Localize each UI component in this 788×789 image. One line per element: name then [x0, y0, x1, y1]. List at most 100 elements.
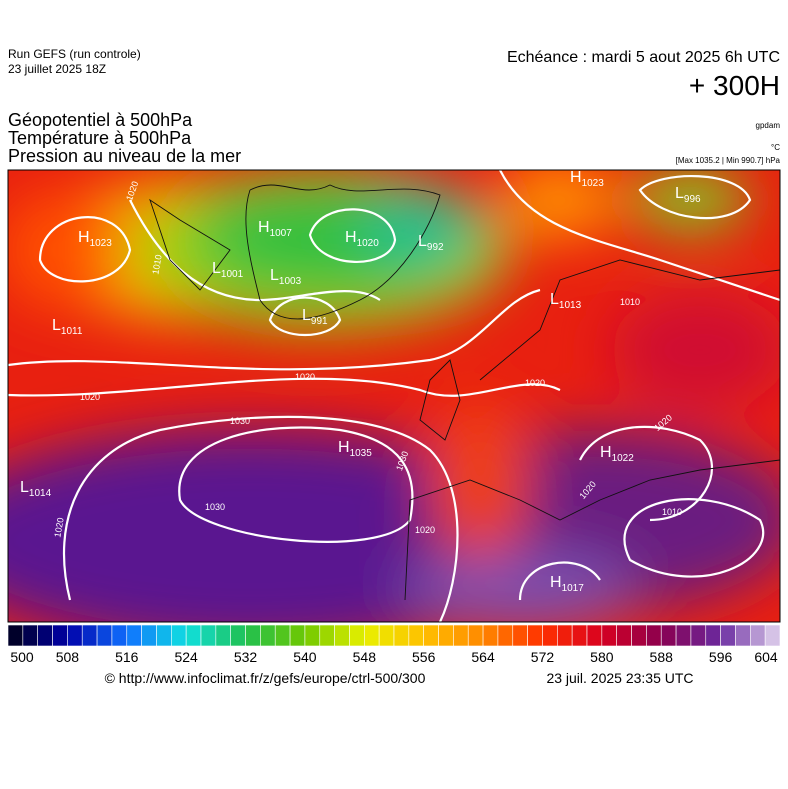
colorbar-tick-label: 508	[56, 649, 80, 665]
colorbar-cell	[675, 624, 692, 647]
pressure-center: H1023	[570, 169, 604, 189]
colorbar-cell	[601, 624, 617, 647]
colorbar-cell	[438, 624, 454, 647]
pressure-center: L996	[675, 185, 701, 205]
center-value: 991	[311, 316, 328, 327]
colorbar-tick-label: 580	[590, 649, 614, 665]
center-kind: H	[338, 439, 350, 456]
pressure-center: L991	[302, 307, 328, 327]
colorbar-cell	[126, 624, 142, 647]
source: © http://www.infoclimat.fr/z/gefs/europe…	[105, 670, 426, 686]
isobar-label: 1010	[620, 297, 640, 307]
colorbar-cell	[200, 624, 217, 647]
colorbar-cell	[319, 624, 335, 647]
center-kind: L	[20, 479, 29, 496]
isobar-label: 1020	[80, 392, 100, 402]
coastlines	[149, 184, 780, 601]
center-kind: L	[212, 260, 221, 277]
colorbar-cell	[230, 624, 246, 647]
colorbar-tick-label: 540	[293, 649, 317, 665]
center-value: 1007	[270, 228, 293, 239]
center-value: 1023	[90, 238, 113, 249]
colorbar-tick-label: 572	[531, 649, 555, 665]
run: Run GEFS (run controle)	[8, 47, 141, 61]
colorbar-cell	[423, 624, 439, 647]
colorbar-cell	[616, 624, 632, 647]
colorbar-cell	[141, 624, 157, 647]
pressure-center: L992	[418, 233, 444, 253]
center-kind: H	[345, 229, 357, 246]
center-value: 1023	[582, 178, 605, 189]
unit-list: gpdam °C [Max 1035.2 | Min 990.7] hPa	[676, 121, 781, 165]
colorbar-cell	[542, 624, 558, 647]
isobar-label: 1010	[662, 507, 682, 517]
colorbar-cell	[22, 624, 38, 647]
colorbar-tick-label: 564	[471, 649, 495, 665]
field-name: Température à 500hPa	[8, 128, 192, 148]
colorbar-cell	[274, 624, 291, 647]
colorbar-tick-label: 532	[234, 649, 258, 665]
colorbar-cell	[334, 624, 350, 647]
colorbar-cell	[735, 624, 751, 647]
colorbar-cell	[690, 624, 707, 647]
map-frame	[7, 169, 781, 623]
pressure-center: H1017	[550, 574, 584, 594]
colorbar-cell	[764, 624, 781, 647]
colorbar-cell	[37, 624, 53, 647]
center-kind: H	[550, 574, 562, 591]
center-value: 1014	[29, 488, 52, 499]
colorbar-cell	[586, 624, 603, 647]
pressure-center: H1020	[345, 229, 379, 249]
colorbar-cell	[171, 624, 187, 647]
pressure-center: H1023	[78, 229, 112, 249]
isobars	[8, 170, 780, 622]
isobar-label: 1020	[295, 372, 315, 382]
isobar-label: 1030	[205, 502, 225, 512]
pressure-center: H1007	[258, 219, 292, 239]
colorbar-cell	[81, 624, 98, 647]
isobar-label: 1020	[525, 378, 545, 388]
made-time: 23 juil. 2025 23:35 UTC	[546, 670, 693, 686]
colorbar-cell	[378, 624, 395, 647]
colorbar-cell	[52, 624, 68, 647]
colorbar-cell	[349, 624, 365, 647]
colorbar: 500 508 516 524 532 540 548 556 564 572 580 588 596 6…	[7, 624, 781, 665]
colorbar-cell	[557, 624, 573, 647]
center-kind: L	[675, 185, 684, 202]
isobar-label: 1020	[52, 517, 65, 538]
colorbar-cell	[660, 624, 677, 647]
center-value: 1020	[357, 238, 380, 249]
center-value: 1011	[61, 326, 83, 337]
colorbar-cell	[111, 624, 128, 647]
center-value: 996	[684, 194, 701, 205]
center-kind: H	[600, 444, 612, 461]
pressure-center: L1013	[550, 291, 582, 311]
pressure-center: L1014	[20, 479, 52, 499]
colorbar-tick-label: 604	[754, 649, 778, 665]
colorbar-cell	[720, 624, 736, 647]
pressure-center: H1022	[600, 444, 634, 464]
colorbar-tick-label: 596	[709, 649, 733, 665]
center-value: 1017	[562, 583, 585, 594]
colorbar-cell	[705, 624, 721, 647]
valid-time: Echéance : mardi 5 aout 2025 6h UTC	[507, 49, 780, 66]
colorbar-cell	[364, 624, 380, 647]
field-name: Géopotentiel à 500hPa	[8, 110, 193, 130]
colorbar-cell	[467, 624, 484, 647]
colorbar-cell	[304, 624, 321, 647]
center-kind: L	[270, 267, 279, 284]
colorbar-cell	[482, 624, 499, 647]
center-kind: L	[302, 307, 311, 324]
colorbar-cell	[215, 624, 231, 647]
colorbar-cell	[646, 624, 662, 647]
colorbar-tick-label: 588	[650, 649, 674, 665]
colorbar-cell	[96, 624, 113, 647]
colorbar-cell	[245, 624, 261, 647]
colorbar-cell	[527, 624, 543, 647]
isobar-label: 1010	[150, 254, 163, 275]
colorbar-cell	[512, 624, 528, 647]
colorbar-cell	[156, 624, 172, 647]
colorbar-cell	[497, 624, 514, 647]
